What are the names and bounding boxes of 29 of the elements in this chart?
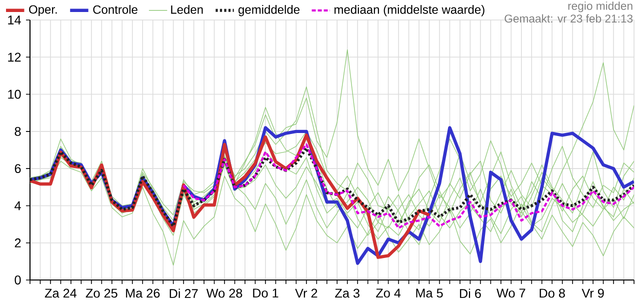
y-tick-label: 10 (8, 90, 21, 99)
x-tick-label: Ma 26 (126, 288, 160, 298)
x-tick-label: Za 24 (44, 288, 77, 298)
x-tick-label: Ma 5 (416, 288, 443, 298)
x-tick-label: Di 6 (460, 288, 481, 298)
y-tick-label: 12 (8, 52, 21, 62)
y-tick-label: 14 (8, 16, 21, 24)
x-tick-label: Vr 2 (295, 288, 318, 298)
legend-label: Oper. (29, 5, 57, 16)
legend-label: Leden (171, 5, 203, 14)
y-tick-label: 8 (14, 126, 21, 136)
x-tick-label: Zo 25 (86, 288, 118, 298)
x-tick-label: Do 1 (253, 288, 278, 298)
x-tick-label: Wo 7 (496, 288, 526, 298)
x-tick-label: Vr 9 (582, 288, 604, 298)
annotation: Gemaakt: vr 23 feb 21:13 (504, 14, 633, 23)
x-tick-label: Wo 28 (206, 288, 242, 298)
y-tick-label: 4 (14, 201, 21, 210)
legend-label: mediaan (middelste waarde) (334, 5, 484, 16)
y-tick-label: 2 (14, 238, 21, 248)
x-tick-label: Di 27 (170, 288, 198, 298)
text: regio midden (568, 2, 632, 12)
x-tick-label: Do 8 (540, 288, 565, 298)
y-tick-label: 6 (14, 164, 21, 174)
x-tick-label: Za 3 (335, 288, 360, 298)
legend-label: gemiddelde (238, 5, 300, 16)
legend-label: Controle (93, 5, 138, 14)
y-tick-label: 0 (14, 276, 21, 284)
x-tick-label: Zo 4 (376, 288, 401, 298)
